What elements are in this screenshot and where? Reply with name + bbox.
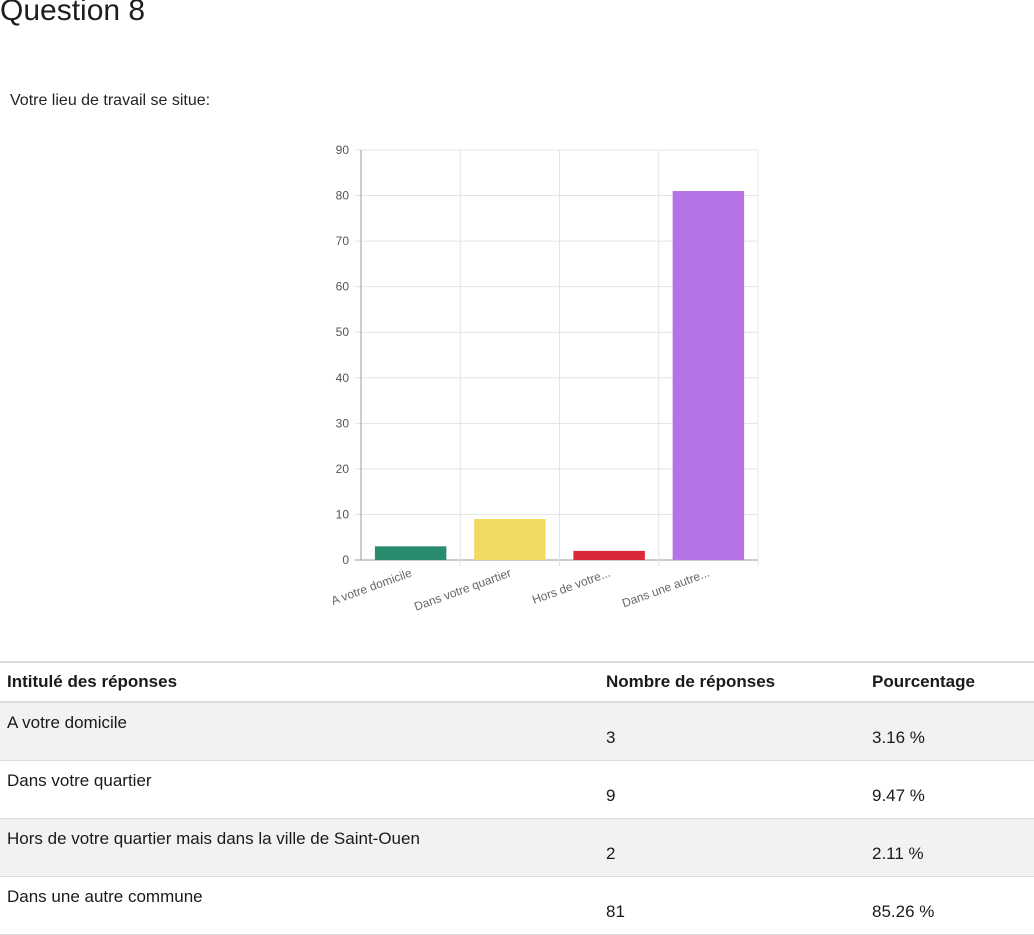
x-tick-label: Dans une autre... <box>620 566 711 611</box>
row-count: 81 <box>599 876 865 935</box>
y-tick-label: 50 <box>336 325 350 339</box>
row-percent: 85.26 % <box>865 876 1034 935</box>
x-tick-label: Hors de votre... <box>530 566 612 607</box>
row-label: Dans votre quartier <box>0 760 599 819</box>
row-count: 2 <box>599 818 865 877</box>
y-tick-label: 70 <box>336 234 350 248</box>
bar <box>672 191 745 560</box>
header-percent: Pourcentage <box>865 661 1034 703</box>
row-label: Dans une autre commune <box>0 876 599 935</box>
y-tick-label: 40 <box>336 371 350 385</box>
question-text: Votre lieu de travail se situe: <box>10 92 211 109</box>
row-label: Hors de votre quartier mais dans la vill… <box>0 818 599 877</box>
table-row: Dans une autre commune 81 85.26 % <box>0 876 1034 935</box>
y-tick-label: 30 <box>336 416 350 430</box>
page-title: Question 8 <box>0 0 146 27</box>
results-table: Intitulé des réponses Nombre de réponses… <box>0 661 1034 935</box>
row-count: 9 <box>599 760 865 819</box>
y-tick-label: 90 <box>336 143 350 157</box>
table-header-row: Intitulé des réponses Nombre de réponses… <box>0 661 1034 703</box>
x-tick-label: Dans votre quartier <box>412 566 513 614</box>
y-tick-label: 60 <box>336 280 350 294</box>
y-tick-label: 80 <box>336 189 350 203</box>
y-tick-label: 20 <box>336 462 350 476</box>
header-count: Nombre de réponses <box>599 661 865 703</box>
bar <box>573 550 645 560</box>
row-percent: 2.11 % <box>865 818 1034 877</box>
bar-chart: 0 10 20 30 40 50 60 70 80 90 A votre domicile Dans … <box>300 130 780 640</box>
header-label: Intitulé des réponses <box>0 661 599 703</box>
row-label: A votre domicile <box>0 702 599 761</box>
y-tick-label: 10 <box>336 507 350 521</box>
y-tick-label: 0 <box>342 553 349 567</box>
table-row: Dans votre quartier 9 9.47 % <box>0 760 1034 819</box>
row-count: 3 <box>599 702 865 761</box>
bar <box>474 519 546 560</box>
bar <box>374 546 447 560</box>
table-row: Hors de votre quartier mais dans la vill… <box>0 818 1034 877</box>
row-percent: 9.47 % <box>865 760 1034 819</box>
row-percent: 3.16 % <box>865 702 1034 761</box>
x-tick-label: A votre domicile <box>329 566 414 608</box>
table-row: A votre domicile 3 3.16 % <box>0 702 1034 761</box>
